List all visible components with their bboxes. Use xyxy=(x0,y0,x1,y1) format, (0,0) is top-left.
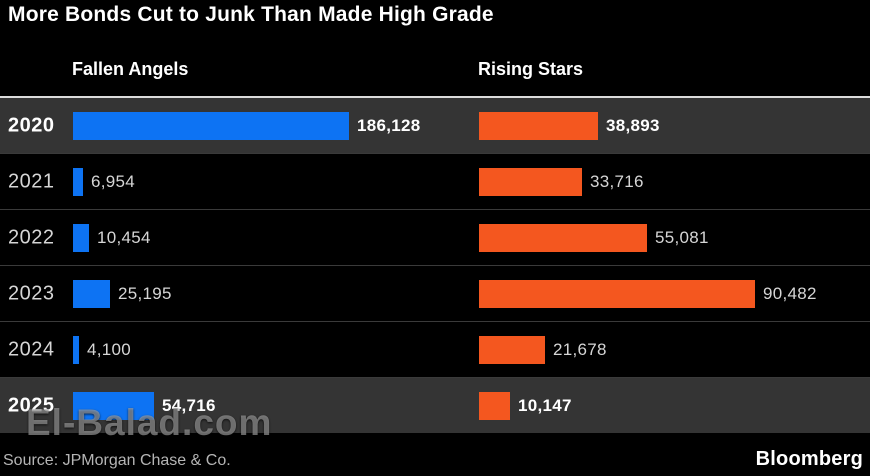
bloomberg-logo: Bloomberg xyxy=(755,448,863,470)
rising-stars-bar xyxy=(479,335,545,364)
rising-stars-bar xyxy=(479,167,582,196)
rising-stars-cell: 21,678 xyxy=(479,322,867,377)
fallen-angels-bar xyxy=(73,391,154,420)
bar-value: 21,678 xyxy=(553,339,607,359)
rising-stars-bar xyxy=(479,391,510,420)
chart-row-2024: 2024 4,100 21,678 xyxy=(0,321,870,377)
bar-value: 25,195 xyxy=(118,283,172,303)
chart-row-2022: 2022 10,454 55,081 xyxy=(0,209,870,265)
column-header-fallen-angels: Fallen Angels xyxy=(72,59,189,79)
fallen-angels-bar xyxy=(73,167,83,196)
bar-value: 10,147 xyxy=(518,395,572,415)
bar-value: 4,100 xyxy=(87,339,132,359)
fallen-angels-cell: 4,100 xyxy=(73,322,471,377)
rising-stars-cell: 10,147 xyxy=(479,378,867,433)
fallen-angels-cell: 10,454 xyxy=(73,210,471,265)
bar-value: 38,893 xyxy=(606,115,660,135)
bar-value: 55,081 xyxy=(655,227,709,247)
bar-value: 33,716 xyxy=(590,171,644,191)
rising-stars-cell: 33,716 xyxy=(479,154,867,209)
fallen-angels-cell: 186,128 xyxy=(73,98,471,153)
chart-row-2025: 2025 54,716 10,147 xyxy=(0,377,870,433)
bar-value: 54,716 xyxy=(162,395,216,415)
bar-value: 10,454 xyxy=(97,227,151,247)
rising-stars-bar xyxy=(479,111,598,140)
rising-stars-bar xyxy=(479,279,755,308)
fallen-angels-bar xyxy=(73,279,110,308)
year-label: 2022 xyxy=(8,226,55,248)
bar-value: 6,954 xyxy=(91,171,136,191)
chart-title: More Bonds Cut to Junk Than Made High Gr… xyxy=(8,3,494,26)
year-label: 2020 xyxy=(8,114,55,136)
rising-stars-bar xyxy=(479,223,647,252)
year-label: 2025 xyxy=(8,394,55,416)
rising-stars-cell: 55,081 xyxy=(479,210,867,265)
source-credit: Source: JPMorgan Chase & Co. xyxy=(3,452,231,469)
chart-row-2020: 2020 186,128 38,893 xyxy=(0,98,870,153)
fallen-angels-bar xyxy=(73,223,89,252)
fallen-angels-cell: 54,716 xyxy=(73,378,471,433)
fallen-angels-cell: 6,954 xyxy=(73,154,471,209)
watermark: El-Balad.com xyxy=(26,402,273,443)
year-label: 2021 xyxy=(8,170,55,192)
rising-stars-cell: 90,482 xyxy=(479,266,867,321)
chart-row-2023: 2023 25,195 90,482 xyxy=(0,265,870,321)
rising-stars-cell: 38,893 xyxy=(479,98,867,153)
chart-row-2021: 2021 6,954 33,716 xyxy=(0,153,870,209)
header-divider xyxy=(0,96,870,98)
year-label: 2024 xyxy=(8,338,55,360)
fallen-angels-bar xyxy=(73,335,79,364)
bar-value: 186,128 xyxy=(357,115,421,135)
year-label: 2023 xyxy=(8,282,55,304)
bar-value: 90,482 xyxy=(763,283,817,303)
chart-rows: 2020 186,128 38,893 2021 6,954 33,716 20… xyxy=(0,98,870,433)
fallen-angels-bar xyxy=(73,111,349,140)
column-header-rising-stars: Rising Stars xyxy=(478,59,584,79)
fallen-angels-cell: 25,195 xyxy=(73,266,471,321)
